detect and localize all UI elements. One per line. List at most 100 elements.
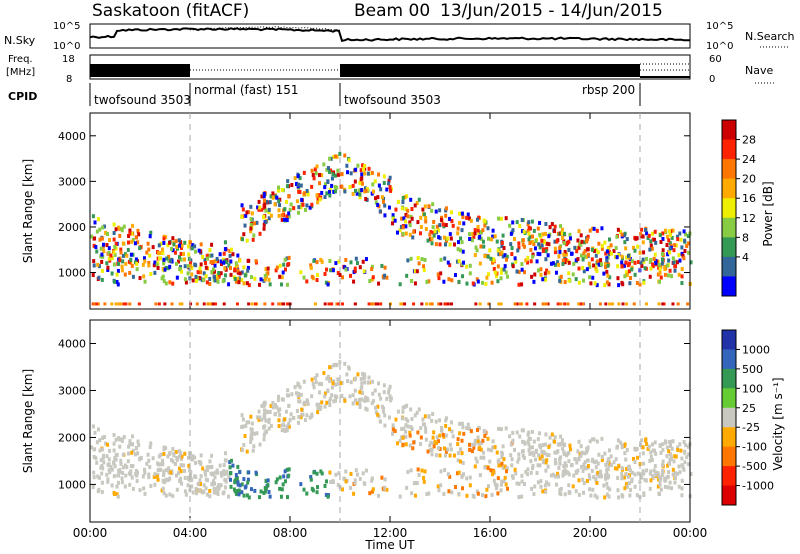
power-cell: [502, 246, 506, 251]
velocity-cell: [597, 474, 601, 479]
velocity-cell: [131, 434, 135, 439]
power-cell: [477, 215, 481, 220]
ytick-label-3000: 3000: [58, 175, 86, 188]
velocity-cell: [605, 481, 609, 486]
colorbar-tick-label: 24: [742, 153, 756, 166]
power-cell: [357, 188, 361, 193]
power-cell: [101, 225, 105, 230]
power-cell: [229, 247, 233, 252]
power-cell: [465, 281, 469, 286]
power-cell: [624, 270, 628, 275]
power-cell: [358, 192, 362, 197]
power-cell: [116, 282, 120, 287]
power-cell: [444, 208, 448, 213]
velocity-cell: [521, 439, 525, 444]
velocity-cell: [167, 466, 171, 471]
power-cell: [595, 283, 599, 288]
power-cell: [315, 278, 319, 283]
power-cell: [522, 244, 526, 249]
colorbar-frame: [721, 119, 737, 297]
velocity-cell: [621, 494, 625, 499]
power-cell: [428, 237, 432, 242]
power-cell: [509, 242, 513, 247]
power-cell: [531, 254, 535, 259]
velocity-cell: [516, 459, 520, 464]
power-cell: [533, 246, 537, 251]
velocity-cell: [171, 493, 175, 498]
velocity-cell: [204, 477, 208, 482]
power-cell: [358, 265, 362, 270]
power-cell: [503, 253, 507, 258]
velocity-cell: [668, 480, 672, 485]
velocity-cell: [180, 457, 184, 462]
power-cell: [605, 280, 609, 285]
power-cell: [135, 267, 139, 272]
velocity-cell: [331, 480, 335, 485]
power-cell: [676, 237, 680, 242]
power-cell: [262, 198, 266, 203]
velocity-cell: [448, 442, 452, 447]
velocity-cell: [457, 470, 461, 475]
power-cell: [448, 216, 452, 221]
velocity-cell: [130, 450, 134, 455]
power-cell: [545, 247, 549, 252]
power-cell: [277, 208, 281, 213]
power-cell: [360, 172, 364, 177]
power-cell: [402, 216, 406, 221]
power-cell: [93, 220, 97, 225]
velocity-cell: [517, 452, 521, 457]
power-cell: [637, 259, 641, 264]
velocity-cell: [511, 438, 515, 443]
velocity-cell: [368, 491, 372, 496]
velocity-cell: [205, 465, 209, 470]
velocity-cell: [245, 420, 249, 425]
power-cell: [439, 302, 443, 306]
power-cell: [520, 262, 524, 267]
power-cell: [563, 249, 567, 254]
power-cell: [431, 202, 435, 207]
velocity-cell: [169, 458, 173, 463]
power-cell: [590, 247, 594, 252]
velocity-cell: [287, 424, 291, 429]
power-cell: [316, 197, 320, 202]
velocity-cell: [105, 454, 109, 459]
power-cell: [149, 230, 153, 235]
velocity-cell: [258, 442, 262, 447]
power-cell: [538, 252, 542, 257]
power-cell: [236, 277, 240, 282]
power-cell: [320, 173, 324, 178]
power-cell: [675, 260, 679, 265]
power-cell: [461, 215, 465, 220]
power-cell: [242, 232, 246, 237]
velocity-cell: [278, 412, 282, 417]
velocity-cell: [668, 452, 672, 457]
power-cell: [405, 194, 409, 199]
velocity-cell: [527, 436, 531, 441]
velocity-cell: [398, 494, 402, 499]
nave-label: Nave: [745, 64, 773, 77]
power-cell: [431, 225, 435, 230]
power-cell: [666, 273, 670, 278]
power-cell: [262, 194, 266, 199]
power-cell: [478, 261, 482, 266]
ytick-label-4000: 4000: [58, 130, 86, 143]
power-cell: [413, 203, 417, 208]
power-cell: [585, 247, 589, 252]
power-cell: [607, 250, 611, 255]
power-cell: [327, 190, 331, 195]
velocity-cell: [500, 451, 504, 456]
velocity-cell: [292, 416, 296, 421]
velocity-cell: [391, 427, 395, 432]
velocity-cell: [584, 466, 588, 471]
power-cell: [359, 177, 363, 182]
velocity-cell: [153, 482, 157, 487]
velocity-cell: [444, 433, 448, 438]
power-cell: [441, 222, 445, 227]
power-cell: [683, 238, 687, 243]
power-cell: [262, 214, 266, 219]
power-cell: [600, 262, 604, 267]
power-cell: [588, 264, 592, 269]
velocity-cell: [593, 493, 597, 498]
velocity-cell: [223, 451, 227, 456]
